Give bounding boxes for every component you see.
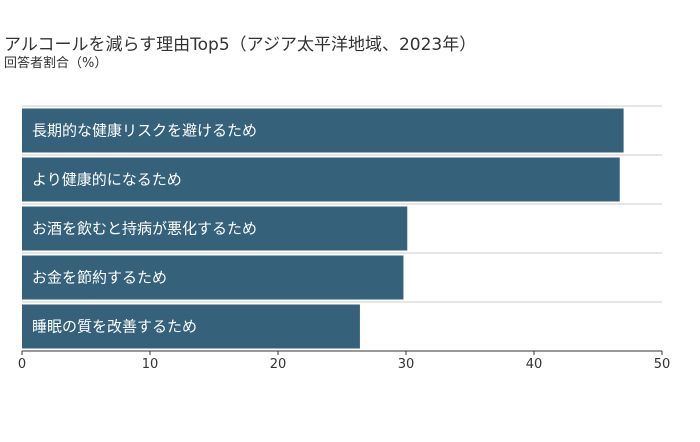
bars [22,108,624,349]
bar-labels: 長期的な健康リスクを避けるためより健康的になるためお酒を飲むと持病が悪化するため… [32,122,257,336]
bar [22,255,404,300]
bar-label: お酒を飲むと持病が悪化するため [32,220,257,238]
bar-label: お金を節約するため [32,269,167,287]
chart-title: アルコールを減らす理由Top5（アジア太平洋地域、2023年） [4,35,477,55]
bar [22,206,408,251]
bar-label: より健康的になるため [32,171,182,189]
x-axis: 0 10 20 30 40 50 [18,350,671,372]
x-tick-label: 40 [526,357,543,372]
bar-label: 睡眠の質を改善するため [32,318,197,336]
x-tick-label: 50 [654,357,671,372]
x-tick-label: 20 [270,357,287,372]
bar [22,108,624,153]
x-tick-label: 10 [142,357,159,372]
bar [22,157,620,202]
bar [22,304,360,349]
chart-subtitle: 回答者割合（%） [4,56,108,71]
bar-label: 長期的な健康リスクを避けるため [32,122,257,140]
x-tick-label: 30 [398,357,415,372]
x-tick-label: 0 [18,357,26,372]
